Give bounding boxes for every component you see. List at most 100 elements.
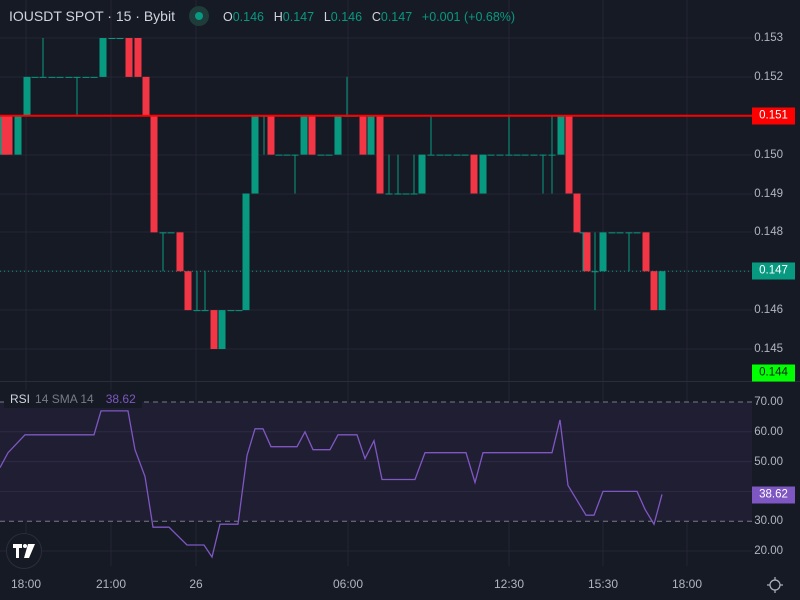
candle-down xyxy=(125,38,133,77)
candle-down xyxy=(142,76,150,116)
candle-up xyxy=(235,310,243,312)
candle-up xyxy=(48,76,56,78)
price-change: +0.001 (+0.68%) xyxy=(421,9,516,24)
rsi-axis-label: 60.00 xyxy=(754,426,783,438)
candle-up xyxy=(496,154,504,156)
candle-up xyxy=(436,154,444,156)
price-label: 0.152 xyxy=(754,71,783,83)
candle-up xyxy=(300,115,308,155)
candle-up xyxy=(616,232,624,234)
candle-up xyxy=(608,232,616,234)
candle-down xyxy=(359,115,367,155)
candle-down xyxy=(184,271,192,311)
rsi-axis-label: 30.00 xyxy=(754,515,783,527)
candle-down xyxy=(5,115,13,155)
candle-up xyxy=(283,154,291,156)
candle-up xyxy=(599,232,607,272)
time-label: 06:00 xyxy=(332,577,364,591)
gear-icon[interactable] xyxy=(766,576,784,594)
candle-up xyxy=(591,271,599,273)
time-label: 15:30 xyxy=(587,577,619,591)
candle-up xyxy=(444,154,452,156)
candle-up xyxy=(410,193,418,195)
candle-up xyxy=(513,154,521,156)
tradingview-logo[interactable] xyxy=(6,533,42,569)
candle-up xyxy=(367,115,375,155)
candle-up xyxy=(201,310,209,312)
candle-up xyxy=(530,154,538,156)
ohlc-values: O0.146 H0.147 L0.146 C0.147 +0.001 (+0.6… xyxy=(223,9,515,24)
candle-up xyxy=(539,154,547,156)
candle-up xyxy=(427,154,435,156)
rsi-axis-label: 50.00 xyxy=(754,456,783,468)
candle-down xyxy=(210,310,218,349)
candle-down xyxy=(573,193,581,233)
open-value: 0.146 xyxy=(232,9,264,24)
candle-up xyxy=(633,232,641,234)
last-price-tag: 0.147 xyxy=(752,262,795,280)
symbol-legend: IOUSDT SPOT · 15 · Bybit O0.146 H0.147 L… xyxy=(9,6,515,26)
candle-up xyxy=(334,115,342,155)
candle-up xyxy=(108,38,116,39)
close-value: 0.147 xyxy=(380,9,413,24)
candle-up xyxy=(82,76,90,78)
candle-up xyxy=(385,193,393,195)
open-key: O xyxy=(222,9,233,24)
symbol-title[interactable]: IOUSDT SPOT · 15 · Bybit xyxy=(9,8,175,24)
candle-down xyxy=(376,115,384,194)
candle-up xyxy=(90,76,98,78)
candle-down xyxy=(308,115,316,155)
candle-up xyxy=(242,193,250,311)
price-label: 0.149 xyxy=(754,188,783,200)
price-label: 0.150 xyxy=(754,149,783,161)
candle-up xyxy=(325,154,333,156)
candle-up xyxy=(557,115,565,155)
rsi-legend[interactable]: RSI 14 SMA 14 38.62 xyxy=(4,390,142,408)
tradingview-logo-icon xyxy=(13,544,35,558)
candle-up xyxy=(658,271,666,311)
horizontal-line-price-tag: 0.151 xyxy=(752,107,795,125)
candle-down xyxy=(650,271,658,311)
candle-down xyxy=(267,115,275,155)
high-key: H xyxy=(273,9,283,24)
market-status-indicator[interactable] xyxy=(188,6,209,26)
time-label: 18:00 xyxy=(671,577,703,591)
candle-up xyxy=(218,310,226,349)
candle-down xyxy=(642,232,650,272)
candle-up xyxy=(402,193,410,195)
candle-up xyxy=(159,232,167,234)
candle-up xyxy=(65,76,73,78)
candle-up xyxy=(116,38,124,39)
low-value: 0.146 xyxy=(330,9,363,24)
rsi-params: 14 SMA 14 xyxy=(35,392,94,406)
low-key: L xyxy=(323,9,331,24)
candle-down xyxy=(1,115,9,155)
candle-up xyxy=(625,232,633,234)
candle-up xyxy=(193,310,201,312)
time-label: 12:30 xyxy=(493,577,525,591)
close-key: C xyxy=(371,9,381,24)
candle-up xyxy=(14,115,22,155)
candle-up xyxy=(453,154,461,156)
candle-up xyxy=(251,115,259,194)
candle-up xyxy=(227,310,235,312)
price-label: 0.146 xyxy=(754,304,783,316)
candle-up xyxy=(479,154,487,194)
candle-up xyxy=(291,154,299,156)
candle-up xyxy=(461,154,469,156)
candle-down xyxy=(565,115,573,194)
low-price-tag: 0.144 xyxy=(752,364,795,382)
rsi-axis-label: 70.00 xyxy=(754,396,783,408)
price-label: 0.145 xyxy=(754,343,783,355)
candle-up xyxy=(73,76,81,78)
time-label: 21:00 xyxy=(95,577,127,591)
candle-down xyxy=(150,115,158,233)
market-open-dot-icon xyxy=(194,12,203,20)
candle-up xyxy=(521,154,529,156)
price-label: 0.148 xyxy=(754,226,783,238)
time-label: 26 xyxy=(189,577,203,591)
candle-up xyxy=(39,76,47,78)
candle-up xyxy=(31,76,39,78)
candle-up xyxy=(394,193,402,195)
